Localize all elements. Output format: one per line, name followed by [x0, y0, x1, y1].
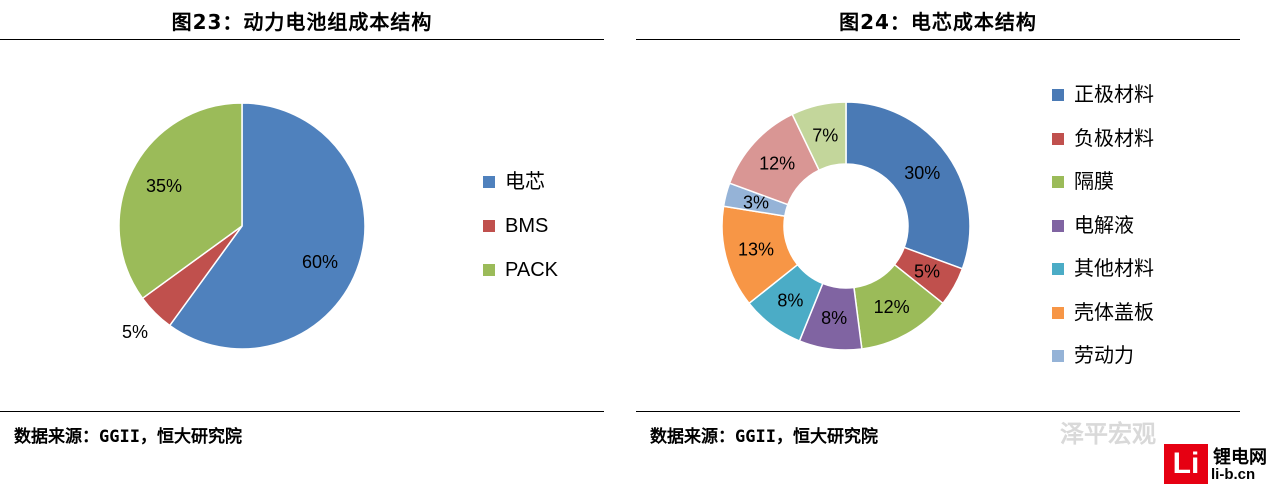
lib-logo-icon: Li	[1164, 444, 1208, 484]
chart-title: 图24：电芯成本结构	[839, 10, 1037, 34]
legend-label: 劳动力	[1074, 345, 1134, 367]
slice-label-8: 12%	[759, 153, 795, 173]
slice-label-6: 13%	[738, 240, 774, 260]
slice-label-5: 8%	[777, 291, 803, 311]
chart-title: 图23：动力电池组成本结构	[171, 10, 433, 34]
left-panel: 图23：动力电池组成本结构 60% 5% 35% 电芯 BMS PACK 数据来源：GG…	[0, 0, 604, 491]
slice-1	[845, 101, 971, 270]
legend-swatch	[1052, 219, 1064, 232]
right-panel: 图24：电芯成本结构 30% 5% 12% 8% 8% 13% 3% 12% 7% 正极材料 负极…	[636, 0, 1240, 491]
slice-label-7: 3%	[743, 192, 769, 212]
legend-swatch	[1052, 263, 1064, 275]
slice-label-3: 35%	[146, 176, 182, 196]
legend-swatch	[1052, 176, 1064, 188]
slice-3	[118, 102, 243, 300]
source-note: 数据来源：GGII，恒大研究院	[650, 427, 878, 447]
legend-swatch	[1052, 306, 1064, 319]
slice-label-1: 60%	[302, 252, 338, 272]
logo-name: 锂电网	[1213, 447, 1267, 468]
legend-swatch	[1052, 89, 1064, 101]
slice-label-3: 12%	[874, 297, 910, 317]
legend-label: 正极材料	[1074, 84, 1154, 106]
donut-chart: 30%5%12%8%8%13%3%12%7%	[721, 101, 971, 351]
legend-swatch	[483, 264, 495, 276]
legend-label: 其他材料	[1074, 258, 1154, 280]
legend-label: 壳体盖板	[1074, 301, 1154, 324]
legend-label: 隔膜	[1074, 171, 1114, 193]
source-note: 数据来源：GGII，恒大研究院	[14, 427, 242, 447]
legend-swatch	[1052, 132, 1064, 145]
slice-label-1: 30%	[904, 163, 940, 183]
pie-chart: 60% 5% 35%	[118, 102, 366, 350]
legend-label: PACK	[505, 259, 558, 281]
legend-label: 电芯	[505, 171, 545, 193]
slice-9	[791, 101, 847, 172]
slice-1	[168, 102, 366, 350]
slice-label-9: 7%	[812, 125, 838, 145]
title-rule	[0, 39, 604, 40]
legend-label: 电解液	[1074, 214, 1134, 237]
slice-label-4: 8%	[821, 308, 847, 328]
source-rule	[0, 411, 604, 412]
logo-url: li-b.cn	[1211, 466, 1256, 483]
wechat-watermark: 泽平宏观	[1060, 420, 1156, 448]
legend-swatch	[1052, 350, 1064, 362]
legend-label: BMS	[505, 215, 549, 237]
title-rule	[636, 39, 1240, 40]
source-rule	[636, 411, 1240, 412]
legend-label: 负极材料	[1074, 127, 1154, 150]
legend-swatch	[483, 220, 495, 232]
slice-label-2: 5%	[122, 322, 148, 342]
slice-label-2: 5%	[914, 262, 940, 282]
legend-swatch	[483, 176, 495, 188]
